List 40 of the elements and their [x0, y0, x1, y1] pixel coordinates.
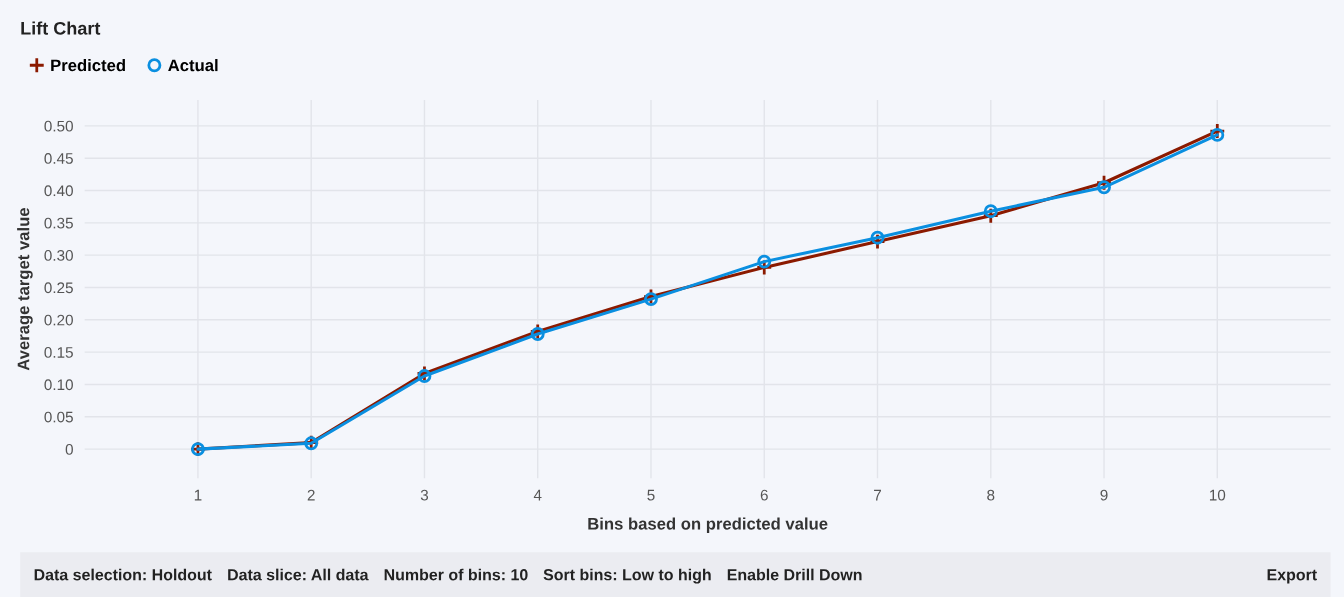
y-axis-title: Average target value	[17, 207, 33, 371]
y-tick-label: 0.25	[44, 282, 73, 294]
chart-title: Lift Chart	[21, 21, 101, 35]
x-tick-label: 8	[987, 489, 995, 501]
point	[644, 292, 658, 307]
point	[1097, 180, 1111, 195]
point	[983, 204, 998, 219]
y-tick-label: 0.15	[44, 347, 73, 358]
y-tick-label: 0.30	[44, 250, 73, 261]
x-tick-label: 5	[647, 489, 655, 501]
x-tick-label: 1	[194, 489, 202, 501]
y-tick-label: 0.05	[44, 411, 73, 423]
text: Number of bins: 10	[384, 568, 528, 581]
x-axis-title: Bins based on predicted value	[588, 517, 828, 533]
text: Data slice: All data	[228, 568, 369, 581]
point	[870, 230, 885, 245]
y-tick-label: 0.20	[44, 314, 73, 326]
legend-label: Predicted	[51, 59, 125, 72]
point	[417, 369, 432, 383]
x-tick-label: 6	[760, 489, 768, 501]
y-tick-label: 0.50	[44, 120, 73, 132]
y-tick-label: 0.40	[44, 185, 73, 197]
x-tick-label: 3	[420, 489, 429, 501]
point	[757, 254, 772, 269]
y-tick-label: 0.45	[44, 153, 73, 164]
point	[530, 327, 545, 341]
y-tick-label: 0.10	[44, 379, 73, 391]
text: Sort bins: Low to high	[543, 568, 711, 584]
x-tick-label: 2	[307, 489, 315, 501]
y-tick-label: 0.35	[44, 217, 73, 229]
point	[1210, 127, 1225, 142]
legend-label: Actual	[168, 59, 218, 72]
text: Data selection: Holdout	[34, 568, 212, 581]
x-tick-label: 9	[1100, 489, 1108, 501]
text: Enable Drill Down	[727, 568, 862, 581]
x-tick-label: 7	[874, 489, 881, 501]
x-tick-label: 4	[533, 489, 542, 501]
y-tick-label: 0	[65, 443, 73, 455]
text: Export	[1267, 569, 1317, 584]
x-tick-label: 10	[1209, 489, 1226, 501]
